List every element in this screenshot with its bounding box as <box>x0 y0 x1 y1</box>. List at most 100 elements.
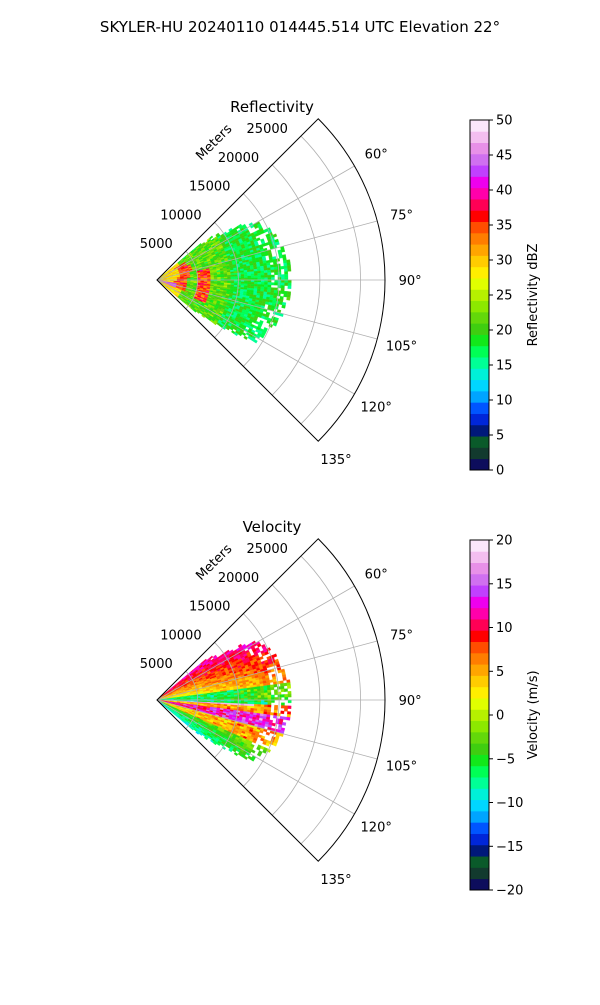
data-cell <box>209 656 213 659</box>
data-cell <box>224 277 227 279</box>
range-tick-label: 25000 <box>247 122 288 137</box>
reflectivity-data <box>157 221 291 343</box>
data-cell <box>270 260 274 263</box>
data-cell <box>241 694 244 696</box>
colorbar-tick-label: 10 <box>496 394 513 409</box>
colorbar-swatch <box>470 165 489 177</box>
data-cell <box>284 689 288 692</box>
data-cell <box>270 680 274 683</box>
data-cell <box>278 697 281 700</box>
range-tick-label: 5000 <box>140 657 173 672</box>
data-cell <box>271 687 275 690</box>
range-tick-label: 15000 <box>189 180 230 195</box>
colorbar-swatch <box>470 867 489 879</box>
data-cell <box>258 693 261 695</box>
data-cell <box>271 270 275 273</box>
data-cell <box>287 685 291 688</box>
data-cell <box>267 268 271 271</box>
velocity-title: Velocity <box>243 518 302 536</box>
data-cell <box>254 284 258 286</box>
data-cell <box>254 693 258 695</box>
data-cell <box>275 283 278 286</box>
data-cell <box>287 297 291 300</box>
data-cell <box>285 694 289 697</box>
data-cell <box>248 702 251 704</box>
data-cell <box>278 285 282 288</box>
data-cell <box>264 693 267 696</box>
data-cell <box>278 272 282 275</box>
data-cell <box>251 702 254 704</box>
data-cell <box>251 284 255 286</box>
data-cell <box>287 683 291 686</box>
data-cell <box>261 691 265 694</box>
data-cell <box>273 654 277 658</box>
colorbar-swatch <box>470 642 489 654</box>
data-cell <box>254 276 257 278</box>
data-cell <box>264 268 268 271</box>
range-tick-label: 5000 <box>140 237 173 252</box>
data-cell <box>256 238 260 241</box>
data-cell <box>281 274 284 277</box>
data-cell <box>267 688 271 691</box>
data-cell <box>287 711 291 714</box>
colorbar-swatch <box>470 721 489 733</box>
colorbar-swatch <box>470 233 489 245</box>
colorbar-swatch <box>470 540 489 552</box>
data-cell <box>258 702 261 704</box>
colorbar-swatch <box>470 131 489 143</box>
data-cell <box>271 283 274 286</box>
data-cell <box>278 277 281 280</box>
colorbar-swatch <box>470 222 489 234</box>
data-cell <box>261 695 265 697</box>
colorbar-tick-label: 0 <box>496 709 504 724</box>
data-cell <box>279 302 283 305</box>
data-cell <box>288 268 292 271</box>
colorbar-label: Reflectivity dBZ <box>526 244 541 347</box>
data-cell <box>267 270 271 273</box>
data-cell <box>261 705 265 708</box>
data-cell <box>234 277 237 279</box>
data-cell <box>287 680 291 683</box>
data-cell <box>267 690 271 693</box>
data-cell <box>264 285 267 288</box>
colorbar-swatch <box>470 664 489 676</box>
data-cell <box>244 336 248 340</box>
data-cell <box>267 265 271 268</box>
data-cell <box>241 274 244 276</box>
data-cell <box>234 695 237 697</box>
data-cell <box>281 249 285 253</box>
colorbar-swatch <box>470 619 489 631</box>
range-tick-label: 20000 <box>218 571 259 586</box>
data-cell <box>209 236 213 239</box>
colorbar-swatch <box>470 335 489 347</box>
data-cell <box>254 282 257 284</box>
colorbar-swatch <box>470 447 489 459</box>
range-tick-label: 15000 <box>189 600 230 615</box>
data-cell <box>254 702 257 704</box>
range-tick-label: 10000 <box>160 208 201 223</box>
colorbar-swatch <box>470 585 489 597</box>
data-cell <box>244 696 248 698</box>
colorbar-swatch <box>470 278 489 290</box>
colorbar-swatch <box>470 143 489 155</box>
data-cell <box>265 302 269 305</box>
data-cell <box>241 702 244 704</box>
data-cell <box>288 286 292 289</box>
azimuth-tick-label: 90° <box>399 694 422 709</box>
range-tick-label: 10000 <box>160 628 201 643</box>
data-cell <box>234 282 237 284</box>
colorbar-tick-label: 25 <box>496 289 513 304</box>
colorbar-swatch <box>470 425 489 437</box>
data-cell <box>228 277 231 279</box>
colorbar-swatch <box>470 743 489 755</box>
colorbar-tick-label: 15 <box>496 577 513 592</box>
data-cell <box>254 691 258 693</box>
data-cell <box>264 287 268 290</box>
data-cell <box>274 692 278 695</box>
range-tick-label: 20000 <box>218 151 259 166</box>
data-cell <box>274 272 278 275</box>
data-cell <box>264 690 268 693</box>
data-cell <box>284 706 288 709</box>
